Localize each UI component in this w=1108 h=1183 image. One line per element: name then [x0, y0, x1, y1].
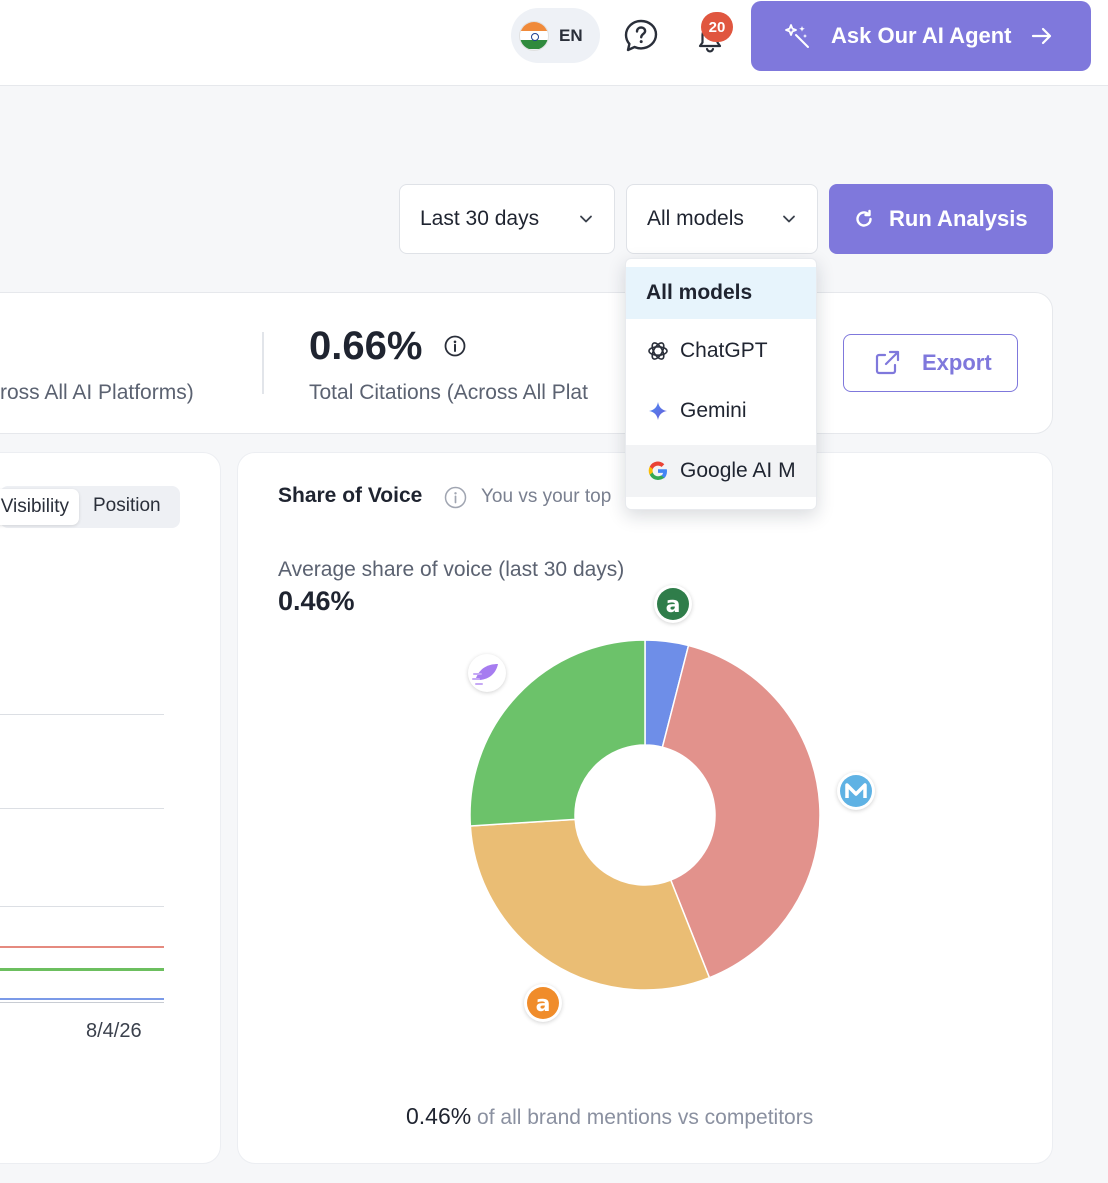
notification-count-badge: 20: [701, 12, 733, 42]
toggle-visibility[interactable]: Visibility: [0, 489, 79, 525]
model-dropdown-menu: All models ChatGPT Gemini Google AI M: [625, 258, 817, 510]
model-option-label: All models: [646, 281, 753, 304]
arrow-right-icon: [1031, 27, 1051, 45]
date-range-select[interactable]: Last 30 days: [399, 184, 615, 254]
sov-footer-value: 0.46%: [406, 1103, 472, 1129]
chart-gridline: [0, 808, 164, 809]
purple-rocket-logo-icon: [468, 654, 506, 692]
series-line-grey: [0, 1002, 164, 1003]
language-code: EN: [559, 25, 583, 45]
run-analysis-label: Run Analysis: [889, 206, 1028, 231]
info-icon[interactable]: [444, 486, 467, 509]
avg-sov-label: Average share of voice (last 30 days): [278, 558, 625, 581]
x-axis-tick: 8/4/26: [86, 1020, 142, 1042]
chart-gridline: [0, 714, 164, 715]
green-a-logo-icon: a: [654, 585, 692, 623]
citations-stat-label: Total Citations (Across All Plat: [309, 381, 588, 404]
chevron-down-icon: [783, 215, 795, 223]
sov-footer: 0.46% of all brand mentions vs competito…: [406, 1103, 813, 1130]
model-option-label: Gemini: [680, 399, 747, 422]
external-link-icon: [875, 350, 900, 375]
blue-m-logo-icon: [837, 772, 875, 810]
series-line-green: [0, 968, 164, 971]
gemini-icon: [649, 402, 667, 420]
language-selector[interactable]: EN: [511, 8, 600, 63]
help-icon[interactable]: [622, 17, 660, 55]
sov-footer-text: of all brand mentions vs competitors: [471, 1106, 814, 1129]
model-option-gemini[interactable]: Gemini: [626, 385, 816, 437]
refresh-icon: [856, 209, 872, 227]
citations-stat-value: 0.66%: [309, 324, 423, 368]
sov-subtitle: You vs your top: [481, 486, 612, 507]
ask-ai-agent-button[interactable]: Ask Our AI Agent: [751, 1, 1091, 71]
model-select[interactable]: All models: [626, 184, 818, 254]
visibility-stat-label: ross All AI Platforms): [0, 381, 194, 404]
google-icon: [648, 461, 667, 481]
series-line-red: [0, 946, 164, 948]
orange-a-logo-icon: a: [524, 984, 562, 1022]
model-option-all[interactable]: All models: [626, 267, 816, 319]
svg-text:a: a: [536, 992, 551, 1017]
model-select-value: All models: [647, 207, 744, 230]
model-option-google-ai[interactable]: Google AI M: [626, 445, 816, 497]
model-option-label: ChatGPT: [680, 339, 768, 362]
model-option-chatgpt[interactable]: ChatGPT: [626, 325, 816, 377]
toggle-position[interactable]: Position: [93, 495, 161, 516]
stat-divider: [262, 332, 264, 394]
ask-ai-agent-label: Ask Our AI Agent: [831, 23, 1012, 48]
avg-sov-value: 0.46%: [278, 586, 355, 616]
metric-toggle: Visibility Position: [0, 486, 180, 528]
model-option-label: Google AI M: [680, 459, 796, 482]
export-label: Export: [922, 350, 992, 375]
sparkle-wand-icon: [785, 24, 809, 48]
chatgpt-icon: [648, 342, 668, 360]
svg-text:a: a: [666, 593, 681, 618]
date-range-value: Last 30 days: [420, 207, 540, 230]
sov-title: Share of Voice: [278, 484, 423, 507]
chart-gridline: [0, 906, 164, 907]
chevron-down-icon: [580, 215, 592, 223]
series-line-blue: [0, 998, 164, 1000]
info-icon[interactable]: [444, 335, 466, 357]
run-analysis-button[interactable]: Run Analysis: [829, 184, 1053, 254]
export-button[interactable]: Export: [843, 334, 1018, 392]
india-flag-icon: [519, 20, 549, 51]
